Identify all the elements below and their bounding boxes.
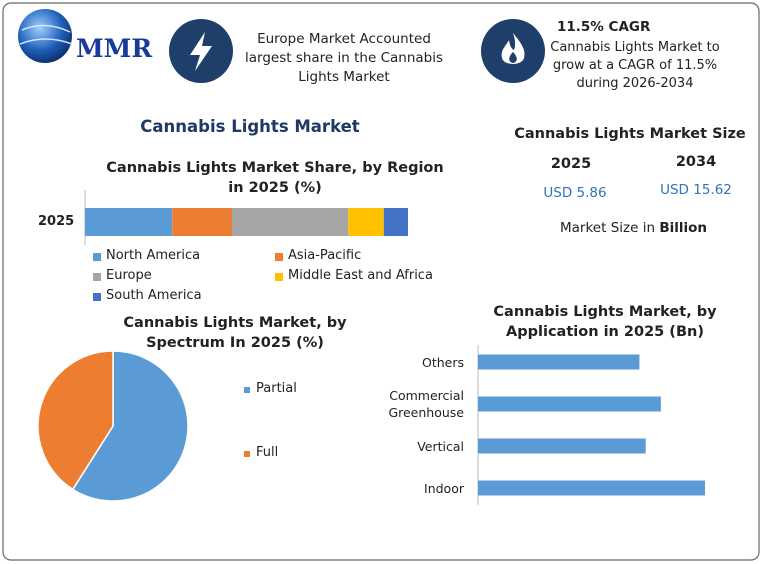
y-tick-label: Others	[421, 354, 464, 370]
size-year: 2034	[675, 154, 717, 170]
legend-swatch	[275, 253, 283, 261]
pie-slice	[37, 350, 114, 491]
bar	[478, 480, 705, 496]
legend-label: South America	[106, 288, 202, 303]
bar	[478, 396, 661, 412]
bar-segment	[348, 208, 384, 236]
note-unit: Billion	[659, 220, 707, 236]
legend-swatch	[244, 387, 250, 393]
legend-swatch	[93, 253, 101, 261]
size-note: Market Size in Billion	[560, 220, 707, 236]
y-tick-label: Indoor	[424, 480, 464, 496]
logo-lines	[19, 24, 73, 45]
icon-bolt	[190, 32, 212, 71]
chart-title: Cannabis Lights Market, by Application i…	[493, 304, 717, 340]
cagr-text: Cannabis Lights Market to grow at a CAGR…	[550, 40, 720, 91]
size-value: USD 5.86	[543, 185, 607, 201]
size-year: 2025	[550, 156, 592, 172]
bar	[478, 438, 646, 454]
y-tick-label: 2025	[38, 214, 75, 229]
y-tick-label: Vertical	[417, 438, 464, 454]
legend-label: Middle East and Africa	[288, 268, 433, 283]
bar	[478, 354, 640, 370]
chart-title: Cannabis Lights Market, by Spectrum In 2…	[123, 315, 347, 351]
bar-segment	[231, 208, 349, 236]
logo-globe	[18, 9, 72, 63]
legend-label: Asia-Pacific	[288, 248, 362, 263]
bar-segment	[85, 208, 173, 236]
legend-label: North America	[106, 248, 201, 263]
bar-segment	[172, 208, 232, 236]
chart-title: Cannabis Lights Market Share, by Region …	[106, 160, 444, 196]
legend-swatch	[244, 451, 250, 457]
main-title: Cannabis Lights Market	[140, 117, 360, 136]
legend-swatch	[93, 273, 101, 281]
size-value: USD 15.62	[660, 182, 732, 198]
icon-flame-inner	[509, 52, 517, 63]
bar-segment	[383, 208, 408, 236]
highlight-text: Europe Market Accounted largest share in…	[244, 31, 444, 85]
size-title: Cannabis Lights Market Size	[514, 126, 746, 142]
icon-flame	[501, 33, 525, 64]
pie-slice	[71, 350, 189, 502]
legend-label: Europe	[106, 268, 152, 283]
legend-label: Full	[256, 445, 279, 460]
legend-label: Partial	[256, 381, 297, 396]
cagr-title: 11.5% CAGR	[557, 19, 651, 35]
logo-text: MMR	[76, 34, 153, 63]
legend-swatch	[275, 273, 283, 281]
note-text: Market Size in	[560, 220, 656, 236]
legend-swatch	[93, 293, 101, 301]
y-tick-label: Commercial Greenhouse	[388, 388, 464, 420]
